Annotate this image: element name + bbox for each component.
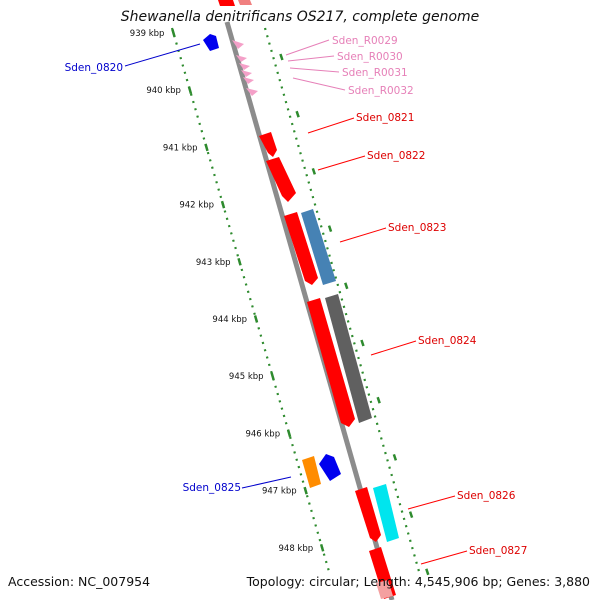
label-leader-lines	[124, 39, 468, 565]
ruler-tick-right	[344, 282, 349, 290]
ruler-tick-right	[311, 168, 317, 175]
ruler-tick	[253, 315, 259, 323]
ruler-tick-label: 945 kbp	[229, 372, 264, 382]
leader-sden-r0030	[287, 55, 335, 62]
ruler-tick-right	[295, 110, 300, 118]
rna-sden-r0031-a[interactable]	[239, 63, 250, 70]
ruler-tick	[319, 543, 325, 552]
label-sden-r0031[interactable]: Sden_R0031	[342, 67, 408, 79]
gene-sden-0826[interactable]	[355, 487, 381, 542]
leader-sden-r0031	[289, 67, 340, 73]
ruler-tick-label: 948 kbp	[279, 544, 314, 554]
ruler-tick	[270, 372, 275, 381]
ruler-tick-right	[279, 53, 284, 61]
gene-sden-0820[interactable]	[203, 34, 219, 51]
ruler-tick-label: 940 kbp	[146, 86, 181, 96]
leader-sden-0824	[370, 340, 417, 356]
ruler-tick-right	[360, 339, 365, 347]
label-sden-r0029[interactable]: Sden_R0029	[332, 35, 398, 47]
genome-summary: Topology: circular; Length: 4,545,906 bp…	[246, 574, 590, 589]
gene-sden-0823[interactable]	[284, 212, 318, 285]
leader-sden-0827	[420, 550, 468, 565]
leader-sden-0825	[241, 476, 292, 489]
ruler-tick-label: 939 kbp	[130, 29, 165, 39]
label-sden-0822[interactable]: Sden_0822	[367, 150, 425, 162]
label-sden-0825[interactable]: Sden_0825	[183, 482, 241, 494]
ruler-tick-label: 946 kbp	[245, 429, 280, 439]
ruler-tick-label: 947 kbp	[262, 487, 297, 497]
gene-sden-0826-hit[interactable]	[373, 484, 399, 542]
leader-sden-0826	[407, 495, 456, 510]
label-sden-0827[interactable]: Sden_0827	[469, 545, 527, 557]
leader-sden-r0032	[292, 77, 346, 91]
ruler-tick-right	[327, 225, 333, 232]
gene-sden-0822[interactable]	[266, 157, 296, 202]
gene-features	[203, 0, 399, 599]
label-sden-0824[interactable]: Sden_0824	[418, 335, 477, 347]
leader-sden-0823	[339, 227, 387, 243]
ruler-ticks: 939 kbp 940 kbp 941 kbp 942 kbp 943 kbp 944 k…	[130, 29, 430, 576]
genome-title: Shewanella denitrificans OS217, complete…	[120, 9, 480, 25]
label-sden-0820[interactable]: Sden_0820	[65, 62, 123, 74]
gene-arrow-top-partial[interactable]	[218, 0, 235, 6]
gene-sden-0824[interactable]	[307, 298, 355, 427]
rna-sden-r0030[interactable]	[236, 55, 247, 62]
ruler-tick	[237, 257, 242, 266]
gene-arrow-top-partial-2[interactable]	[238, 0, 252, 5]
gene-sden-0824-hit[interactable]	[325, 294, 372, 423]
ruler-tick	[187, 86, 193, 95]
leader-sden-0821	[307, 117, 355, 134]
ruler-tick-right	[376, 396, 381, 404]
ruler-tick	[171, 29, 176, 37]
ruler-tick-label: 944 kbp	[212, 315, 247, 325]
rna-sden-r0032-a[interactable]	[243, 77, 254, 84]
rna-sden-r0032-b[interactable]	[246, 88, 258, 96]
label-sden-r0032[interactable]: Sden_R0032	[348, 85, 414, 97]
ruler-tick-label: 941 kbp	[163, 143, 198, 153]
label-sden-0823[interactable]: Sden_0823	[388, 222, 446, 234]
feature-labels: Sden_0820 Sden_R0029 Sden_R0030 Sden_R00…	[65, 35, 528, 557]
ruler-tick-label: 942 kbp	[179, 201, 214, 211]
gene-sden-0823-hit[interactable]	[301, 209, 336, 285]
ruler-tick	[286, 429, 292, 438]
leader-sden-r0029	[285, 39, 330, 56]
gene-sden-0825[interactable]	[319, 454, 341, 481]
label-sden-0821[interactable]: Sden_0821	[356, 112, 414, 124]
leader-sden-0820	[124, 43, 201, 67]
gene-sden-0821[interactable]	[259, 132, 277, 157]
ruler-tick	[303, 486, 308, 495]
ruler-tick-right	[425, 568, 430, 576]
rna-sden-r0029[interactable]	[232, 40, 244, 49]
label-sden-r0030[interactable]: Sden_R0030	[337, 51, 403, 63]
ruler-tick-right	[392, 454, 398, 461]
gene-sden-0827-tail[interactable]	[376, 580, 393, 599]
accession-label: Accession: NC_007954	[8, 574, 151, 589]
label-sden-0826[interactable]: Sden_0826	[457, 490, 516, 502]
rna-sden-r0031-b[interactable]	[241, 70, 252, 77]
ruler-tick	[220, 200, 226, 209]
ruler-tick	[204, 143, 209, 152]
leader-sden-0822	[317, 155, 366, 171]
gene-sden-0825-hit[interactable]	[302, 456, 321, 488]
ruler-tick-right	[408, 511, 414, 518]
ruler-tick-label: 943 kbp	[196, 258, 231, 268]
